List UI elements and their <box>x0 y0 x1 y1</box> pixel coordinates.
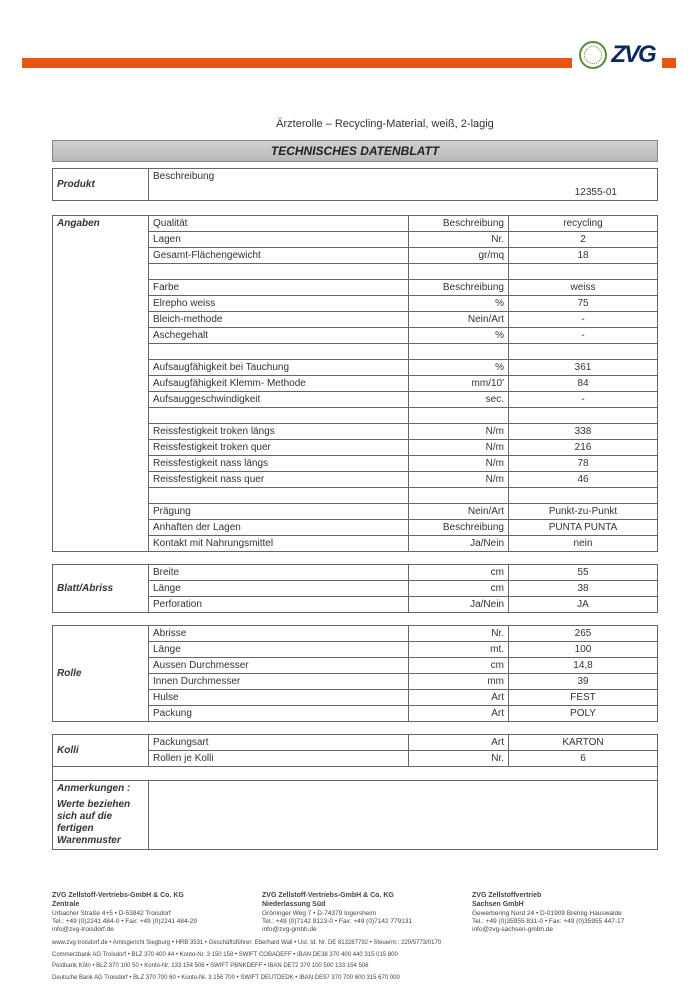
section-angaben: Angaben <box>53 216 149 552</box>
footer: ZVG Zellstoff-Vertriebs-GmbH & Co. KG Ze… <box>52 892 658 982</box>
footer-legal-2: Commerzbank AG Troisdorf • BLZ 370 400 4… <box>52 952 658 960</box>
angaben-table: Angaben Qualität Beschreibung recycling … <box>52 215 658 552</box>
datasheet-banner: TECHNISCHES DATENBLATT <box>52 140 658 162</box>
produkt-table: Produkt Beschreibung 12355-01 <box>52 168 658 201</box>
section-kolli: Kolli <box>53 735 149 767</box>
footer-legal-1: www.zvg-troisdorf.de • Amtsgericht Siegb… <box>52 940 658 948</box>
kolli-table: Kolli PackungsartArtKARTON Rollen je Kol… <box>52 734 658 850</box>
cell-unit: Beschreibung <box>409 216 509 232</box>
anmerkungen-text: Werte beziehen sich auf die fertigen War… <box>53 797 149 850</box>
footer-legal-3: Postbank Köln • BLZ 370 100 50 • Konto-N… <box>52 963 658 971</box>
logo-text: ZVG <box>611 41 654 69</box>
produkt-beschreibung-label: Beschreibung <box>149 169 658 185</box>
cell-label: Qualität <box>149 216 409 232</box>
logo-seal-icon <box>579 41 607 69</box>
rolle-table: Rolle AbrisseNr.265 Längemt.100 Aussen D… <box>52 625 658 722</box>
section-produkt: Produkt <box>53 169 149 201</box>
anmerkungen-heading: Anmerkungen : <box>53 781 149 797</box>
product-title: Ärzterolle – Recycling-Material, weiß, 2… <box>112 118 658 130</box>
footer-col-1: ZVG Zellstoff-Vertriebs-GmbH & Co. KG Ze… <box>52 892 238 934</box>
section-blatt: Blatt/Abriss <box>53 565 149 613</box>
footer-legal-4: Deutsche Bank AG Troisdorf • BLZ 370 700… <box>52 975 658 983</box>
footer-col-2: ZVG Zellstoff-Vertriebs-GmbH & Co. KG Ni… <box>262 892 448 934</box>
footer-col-3: ZVG Zellstoffvertrieb Sachsen GmbH Gewer… <box>472 892 658 934</box>
cell-value: recycling <box>509 216 658 232</box>
produkt-artikelnr: 12355-01 <box>149 185 658 201</box>
brand-logo: ZVG <box>572 30 662 80</box>
section-rolle: Rolle <box>53 626 149 722</box>
blatt-table: Blatt/Abriss Breitecm55 Längecm38 Perfor… <box>52 564 658 613</box>
